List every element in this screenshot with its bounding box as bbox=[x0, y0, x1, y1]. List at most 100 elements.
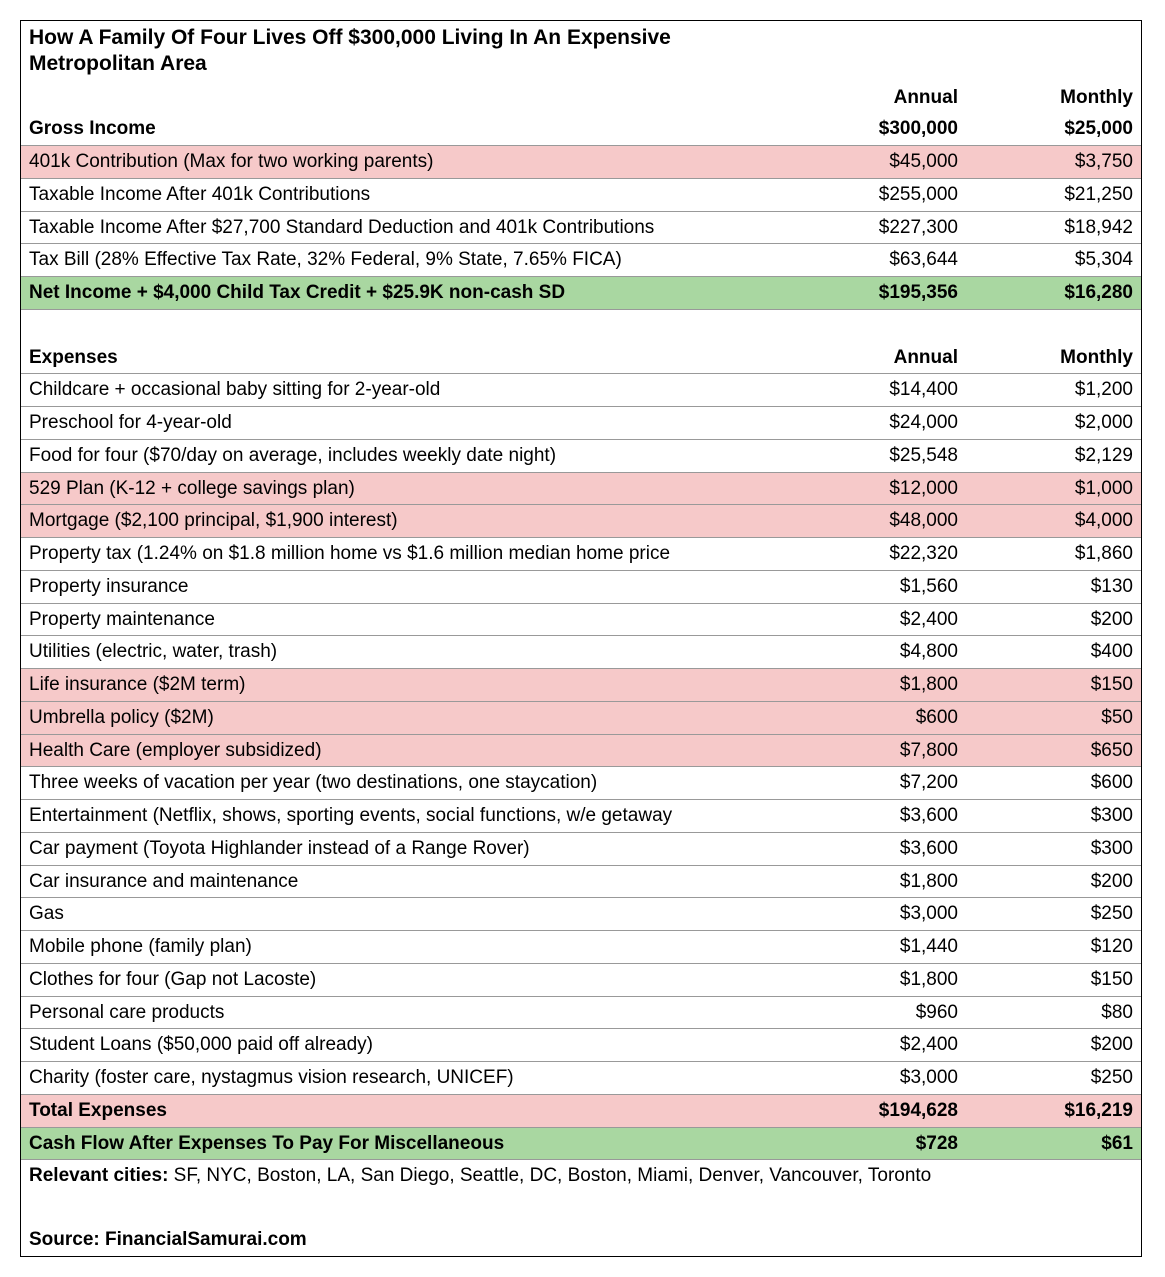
expenses_section-annual: $25,548 bbox=[791, 440, 966, 472]
expenses_section-monthly: $650 bbox=[966, 735, 1141, 767]
expenses_section-label: Car payment (Toyota Highlander instead o… bbox=[21, 833, 791, 865]
table-row: Charity (foster care, nystagmus vision r… bbox=[21, 1062, 1141, 1095]
expenses_section-annual: $1,800 bbox=[791, 669, 966, 701]
expenses_section-label: Clothes for four (Gap not Lacoste) bbox=[21, 964, 791, 996]
expenses_section-annual: $1,800 bbox=[791, 866, 966, 898]
cities-label: Relevant cities: bbox=[29, 1165, 168, 1186]
cash-flow-annual: $728 bbox=[791, 1128, 966, 1160]
expenses_section-annual: $48,000 bbox=[791, 505, 966, 537]
expenses_section-annual: $24,000 bbox=[791, 407, 966, 439]
expenses_section-annual: $1,560 bbox=[791, 571, 966, 603]
expenses_section-label: Preschool for 4-year-old bbox=[21, 407, 791, 439]
expenses_section-label: Umbrella policy ($2M) bbox=[21, 702, 791, 734]
income_section-annual: $45,000 bbox=[791, 146, 966, 178]
table-row: Property maintenance$2,400$200 bbox=[21, 604, 1141, 637]
relevant-cities-row: Relevant cities: SF, NYC, Boston, LA, Sa… bbox=[21, 1160, 1141, 1192]
source-label: Source: FinancialSamurai.com bbox=[21, 1224, 1141, 1256]
expenses_section-annual: $3,600 bbox=[791, 800, 966, 832]
header-monthly: Monthly bbox=[966, 82, 1141, 114]
income_section-monthly: $18,942 bbox=[966, 212, 1141, 244]
expenses_section-label: Car insurance and maintenance bbox=[21, 866, 791, 898]
expenses_section-monthly: $4,000 bbox=[966, 505, 1141, 537]
income_section-annual: $63,644 bbox=[791, 244, 966, 276]
income_section-monthly: $3,750 bbox=[966, 146, 1141, 178]
table-row: Car insurance and maintenance$1,800$200 bbox=[21, 866, 1141, 899]
expenses_section-label: Student Loans ($50,000 paid off already) bbox=[21, 1029, 791, 1061]
cities-list: SF, NYC, Boston, LA, San Diego, Seattle,… bbox=[168, 1165, 931, 1186]
table-row: Taxable Income After 401k Contributions $… bbox=[21, 179, 1141, 212]
column-headers: Annual Monthly bbox=[21, 82, 1141, 114]
table-row: Property insurance$1,560$130 bbox=[21, 571, 1141, 604]
income_section-label: Taxable Income After $27,700 Standard De… bbox=[21, 212, 791, 244]
expenses_section-monthly: $120 bbox=[966, 931, 1141, 963]
expenses_section-annual: $7,200 bbox=[791, 767, 966, 799]
expenses_section-monthly: $1,000 bbox=[966, 473, 1141, 505]
expenses_section-annual: $3,600 bbox=[791, 833, 966, 865]
table-row: Health Care (employer subsidized)$7,800$… bbox=[21, 735, 1141, 768]
title-row: How A Family Of Four Lives Off $300,000 … bbox=[21, 21, 1141, 82]
gross-income-label: Gross Income bbox=[21, 113, 791, 145]
expenses_section-label: Utilities (electric, water, trash) bbox=[21, 636, 791, 668]
section-spacer bbox=[21, 310, 1141, 342]
expenses_section-annual: $7,800 bbox=[791, 735, 966, 767]
income_section-label: 401k Contribution (Max for two working p… bbox=[21, 146, 791, 178]
table-row: Gas$3,000$250 bbox=[21, 898, 1141, 931]
budget-table: How A Family Of Four Lives Off $300,000 … bbox=[20, 20, 1142, 1257]
expenses_section-label: Gas bbox=[21, 898, 791, 930]
table-row: 529 Plan (K-12 + college savings plan)$1… bbox=[21, 473, 1141, 506]
expenses-label: Expenses bbox=[21, 342, 791, 374]
expenses_section-annual: $2,400 bbox=[791, 604, 966, 636]
table-row: Three weeks of vacation per year (two de… bbox=[21, 767, 1141, 800]
expenses_section-label: Mobile phone (family plan) bbox=[21, 931, 791, 963]
table-row: Umbrella policy ($2M)$600$50 bbox=[21, 702, 1141, 735]
table-row: Food for four ($70/day on average, inclu… bbox=[21, 440, 1141, 473]
expenses_section-monthly: $200 bbox=[966, 1029, 1141, 1061]
expenses_section-monthly: $80 bbox=[966, 997, 1141, 1029]
net-income-label: Net Income + $4,000 Child Tax Credit + $… bbox=[21, 277, 791, 309]
table-row: Car payment (Toyota Highlander instead o… bbox=[21, 833, 1141, 866]
expenses_section-monthly: $2,000 bbox=[966, 407, 1141, 439]
expenses_section-label: Life insurance ($2M term) bbox=[21, 669, 791, 701]
expenses_section-monthly: $2,129 bbox=[966, 440, 1141, 472]
net-income-annual: $195,356 bbox=[791, 277, 966, 309]
expenses_section-label: Childcare + occasional baby sitting for … bbox=[21, 374, 791, 406]
expenses_section-annual: $1,440 bbox=[791, 931, 966, 963]
expenses_section-monthly: $250 bbox=[966, 898, 1141, 930]
expenses_section-annual: $12,000 bbox=[791, 473, 966, 505]
total-expenses-label: Total Expenses bbox=[21, 1095, 791, 1127]
expenses_section-monthly: $300 bbox=[966, 833, 1141, 865]
expenses_section-label: Entertainment (Netflix, shows, sporting … bbox=[21, 800, 791, 832]
net-income-monthly: $16,280 bbox=[966, 277, 1141, 309]
total-expenses-monthly: $16,219 bbox=[966, 1095, 1141, 1127]
source-row: Source: FinancialSamurai.com bbox=[21, 1224, 1141, 1257]
expenses_section-monthly: $400 bbox=[966, 636, 1141, 668]
income_section-monthly: $21,250 bbox=[966, 179, 1141, 211]
cash-flow-monthly: $61 bbox=[966, 1128, 1141, 1160]
total-expenses-row: Total Expenses $194,628 $16,219 bbox=[21, 1095, 1141, 1128]
expenses_section-label: Three weeks of vacation per year (two de… bbox=[21, 767, 791, 799]
expenses_section-annual: $2,400 bbox=[791, 1029, 966, 1061]
total-expenses-annual: $194,628 bbox=[791, 1095, 966, 1127]
table-row: Student Loans ($50,000 paid off already)… bbox=[21, 1029, 1141, 1062]
expenses_section-annual: $1,800 bbox=[791, 964, 966, 996]
table-row: Clothes for four (Gap not Lacoste)$1,800… bbox=[21, 964, 1141, 997]
expenses_section-annual: $3,000 bbox=[791, 898, 966, 930]
net-income-row: Net Income + $4,000 Child Tax Credit + $… bbox=[21, 277, 1141, 310]
table-row: Entertainment (Netflix, shows, sporting … bbox=[21, 800, 1141, 833]
expenses_section-monthly: $300 bbox=[966, 800, 1141, 832]
expenses_section-monthly: $150 bbox=[966, 669, 1141, 701]
expenses_section-label: 529 Plan (K-12 + college savings plan) bbox=[21, 473, 791, 505]
expenses_section-annual: $4,800 bbox=[791, 636, 966, 668]
expenses_section-monthly: $600 bbox=[966, 767, 1141, 799]
expenses_section-monthly: $130 bbox=[966, 571, 1141, 603]
expenses_section-monthly: $150 bbox=[966, 964, 1141, 996]
income_section-label: Taxable Income After 401k Contributions bbox=[21, 179, 791, 211]
table-row: 401k Contribution (Max for two working p… bbox=[21, 146, 1141, 179]
expenses_section-label: Property tax (1.24% on $1.8 million home… bbox=[21, 538, 791, 570]
expenses-header-annual: Annual bbox=[791, 342, 966, 374]
expenses_section-label: Charity (foster care, nystagmus vision r… bbox=[21, 1062, 791, 1094]
expenses_section-label: Mortgage ($2,100 principal, $1,900 inter… bbox=[21, 505, 791, 537]
expenses_section-label: Health Care (employer subsidized) bbox=[21, 735, 791, 767]
footer-spacer bbox=[21, 1192, 1141, 1224]
cash-flow-row: Cash Flow After Expenses To Pay For Misc… bbox=[21, 1128, 1141, 1161]
